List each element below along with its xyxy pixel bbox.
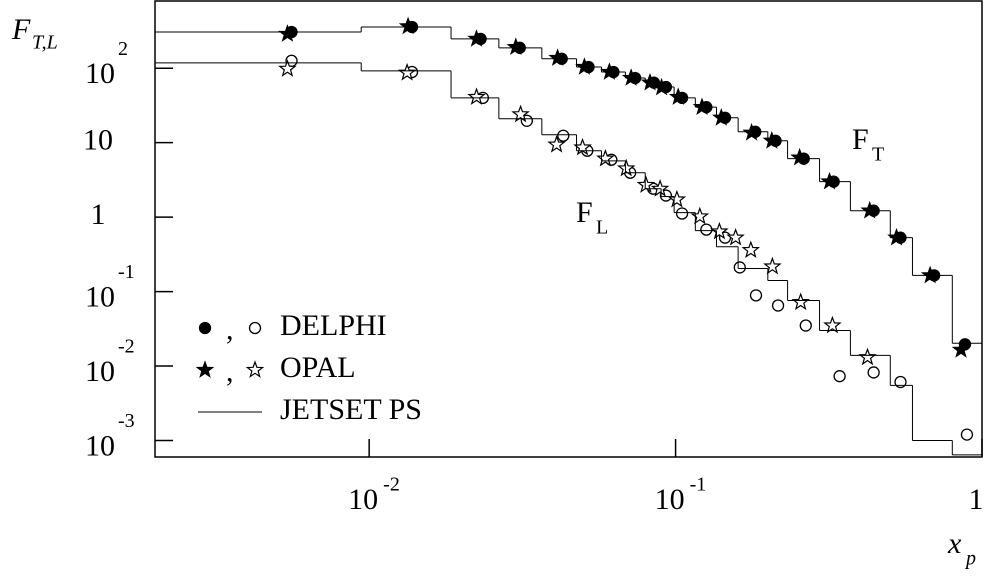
annotation: F <box>576 196 593 229</box>
star-marker <box>640 72 660 91</box>
star-marker <box>467 87 486 105</box>
star-marker <box>951 339 971 358</box>
star-marker <box>920 265 940 284</box>
legend-separator: , <box>226 355 234 388</box>
y-tick-label: 1 <box>91 198 106 231</box>
legend-label: OPAL <box>280 351 356 384</box>
star-marker <box>726 227 745 246</box>
plot-frame <box>154 0 983 458</box>
legend-marker <box>198 321 212 335</box>
legend-label: JETSET PS <box>280 393 422 426</box>
star-marker <box>467 29 486 47</box>
star-marker <box>548 48 567 66</box>
x-tick-sup: -2 <box>383 474 400 496</box>
x-tick-label: 1 <box>969 483 984 516</box>
y-tick-sup: 2 <box>118 38 128 60</box>
star-marker <box>668 87 688 105</box>
legend-separator: , <box>226 313 234 346</box>
star-marker <box>790 147 809 166</box>
star-marker <box>650 179 670 197</box>
y-tick-sup: -2 <box>118 336 135 358</box>
circle-marker <box>675 207 689 220</box>
y-tick-label: 10 <box>85 57 115 90</box>
star-marker <box>511 104 530 123</box>
legend-label: DELPHI <box>280 309 387 342</box>
star-marker <box>278 24 297 42</box>
circle-marker <box>867 366 880 379</box>
y-tick-label: 10 <box>85 280 115 313</box>
circle-marker <box>771 299 785 312</box>
star-marker <box>860 200 879 219</box>
y-axis-label: F <box>11 13 31 46</box>
star-marker <box>791 292 810 311</box>
circle-marker <box>799 319 812 332</box>
circle-marker <box>749 289 763 302</box>
star-marker <box>506 37 526 56</box>
star-marker <box>690 206 710 225</box>
legend-marker <box>195 360 215 378</box>
x-tick-label: 10 <box>348 483 378 516</box>
star-marker <box>278 59 297 77</box>
star-marker <box>820 171 839 190</box>
x-tick-sup: -1 <box>690 474 707 496</box>
legend-marker <box>245 360 265 378</box>
star-marker <box>397 62 417 81</box>
star-marker <box>710 221 729 240</box>
y-axis-label-sub: T,L <box>32 32 58 54</box>
star-marker <box>616 158 636 177</box>
y-tick-label: 10 <box>85 355 115 388</box>
star-marker <box>858 347 877 366</box>
x-axis-label: x <box>947 527 962 560</box>
circle-marker <box>894 375 907 389</box>
star-marker <box>600 62 619 80</box>
circle-marker <box>833 370 846 383</box>
circle-marker <box>700 223 713 236</box>
star-marker <box>741 240 761 259</box>
star-marker <box>575 57 594 75</box>
circle-marker <box>557 129 570 142</box>
y-tick-label: 10 <box>83 124 113 157</box>
star-marker <box>547 134 566 153</box>
annotation: F <box>852 123 869 156</box>
y-tick-sup: -1 <box>118 261 135 283</box>
x-axis-label-sub: p <box>964 548 976 570</box>
star-marker <box>763 256 782 275</box>
star-marker <box>887 227 906 246</box>
star-marker <box>692 97 712 116</box>
star-marker <box>712 108 731 126</box>
circle-marker <box>960 428 974 441</box>
star-marker <box>823 315 842 334</box>
circle-marker <box>733 261 746 274</box>
star-marker <box>398 16 418 35</box>
x-tick-label: 10 <box>655 483 685 516</box>
annotation-sub: T <box>872 144 884 166</box>
y-tick-sup: -3 <box>118 410 135 432</box>
legend-marker <box>248 321 262 335</box>
y-tick-label: 10 <box>85 429 115 462</box>
annotation-sub: L <box>596 217 608 239</box>
star-marker <box>762 131 782 149</box>
star-marker <box>596 148 615 167</box>
